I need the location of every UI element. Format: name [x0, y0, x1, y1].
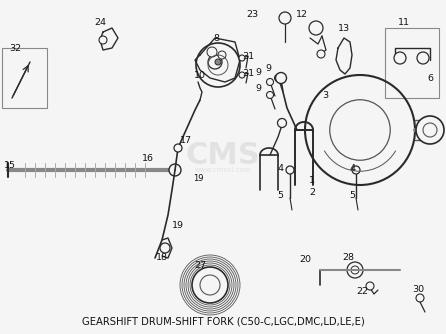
- Circle shape: [239, 72, 245, 78]
- Text: 16: 16: [142, 154, 154, 163]
- Text: 31: 31: [242, 68, 254, 77]
- Text: 32: 32: [9, 43, 21, 52]
- Text: 13: 13: [338, 23, 350, 32]
- Circle shape: [239, 55, 245, 61]
- Circle shape: [416, 294, 424, 302]
- Text: 6: 6: [427, 73, 433, 82]
- Circle shape: [416, 116, 444, 144]
- Circle shape: [317, 50, 325, 58]
- Text: 31: 31: [242, 51, 254, 60]
- Text: 20: 20: [299, 256, 311, 265]
- Text: 1: 1: [309, 175, 315, 184]
- Text: 11: 11: [398, 17, 410, 26]
- Circle shape: [215, 59, 221, 65]
- Text: 5: 5: [349, 190, 355, 199]
- Text: 3: 3: [322, 91, 328, 100]
- Circle shape: [274, 74, 281, 81]
- Circle shape: [347, 262, 363, 278]
- Text: 24: 24: [94, 17, 106, 26]
- Circle shape: [267, 78, 273, 86]
- Text: GEARSHIFT DRUM-SHIFT FORK (C50-C,LGC,DMC,LD,LE,E): GEARSHIFT DRUM-SHIFT FORK (C50-C,LGC,DMC…: [82, 316, 364, 326]
- Text: 27: 27: [194, 262, 206, 271]
- Circle shape: [276, 72, 286, 84]
- Text: 19: 19: [172, 220, 184, 229]
- Circle shape: [309, 21, 323, 35]
- Text: 9: 9: [255, 84, 261, 93]
- Text: 2: 2: [309, 187, 315, 196]
- Text: 17: 17: [180, 136, 192, 145]
- Text: www.cmsnl.com: www.cmsnl.com: [194, 167, 252, 173]
- Text: CMS: CMS: [186, 141, 260, 169]
- Circle shape: [267, 92, 273, 99]
- Circle shape: [218, 51, 226, 59]
- Circle shape: [160, 243, 170, 253]
- Text: 9: 9: [255, 67, 261, 76]
- Text: 5: 5: [277, 190, 283, 199]
- Circle shape: [394, 52, 406, 64]
- Text: 23: 23: [246, 9, 258, 18]
- FancyBboxPatch shape: [385, 28, 439, 98]
- Circle shape: [169, 164, 181, 176]
- Text: 4: 4: [349, 164, 355, 172]
- Text: 9: 9: [265, 63, 271, 72]
- Text: 4: 4: [277, 164, 283, 172]
- Text: 15: 15: [4, 161, 16, 169]
- FancyBboxPatch shape: [2, 48, 47, 108]
- Circle shape: [99, 36, 107, 44]
- Text: 18: 18: [156, 254, 168, 263]
- Circle shape: [366, 282, 374, 290]
- Text: 8: 8: [213, 33, 219, 42]
- Text: 22: 22: [356, 288, 368, 297]
- Circle shape: [417, 52, 429, 64]
- Circle shape: [277, 119, 286, 128]
- Text: 28: 28: [342, 254, 354, 263]
- Circle shape: [352, 166, 360, 174]
- Circle shape: [423, 123, 437, 137]
- Circle shape: [174, 144, 182, 152]
- Circle shape: [351, 266, 359, 274]
- Circle shape: [286, 166, 294, 174]
- Text: 10: 10: [194, 70, 206, 79]
- Text: 19: 19: [193, 173, 203, 182]
- Circle shape: [208, 55, 222, 69]
- Circle shape: [207, 47, 217, 57]
- Circle shape: [279, 12, 291, 24]
- Text: 30: 30: [412, 286, 424, 295]
- Text: 12: 12: [296, 9, 308, 18]
